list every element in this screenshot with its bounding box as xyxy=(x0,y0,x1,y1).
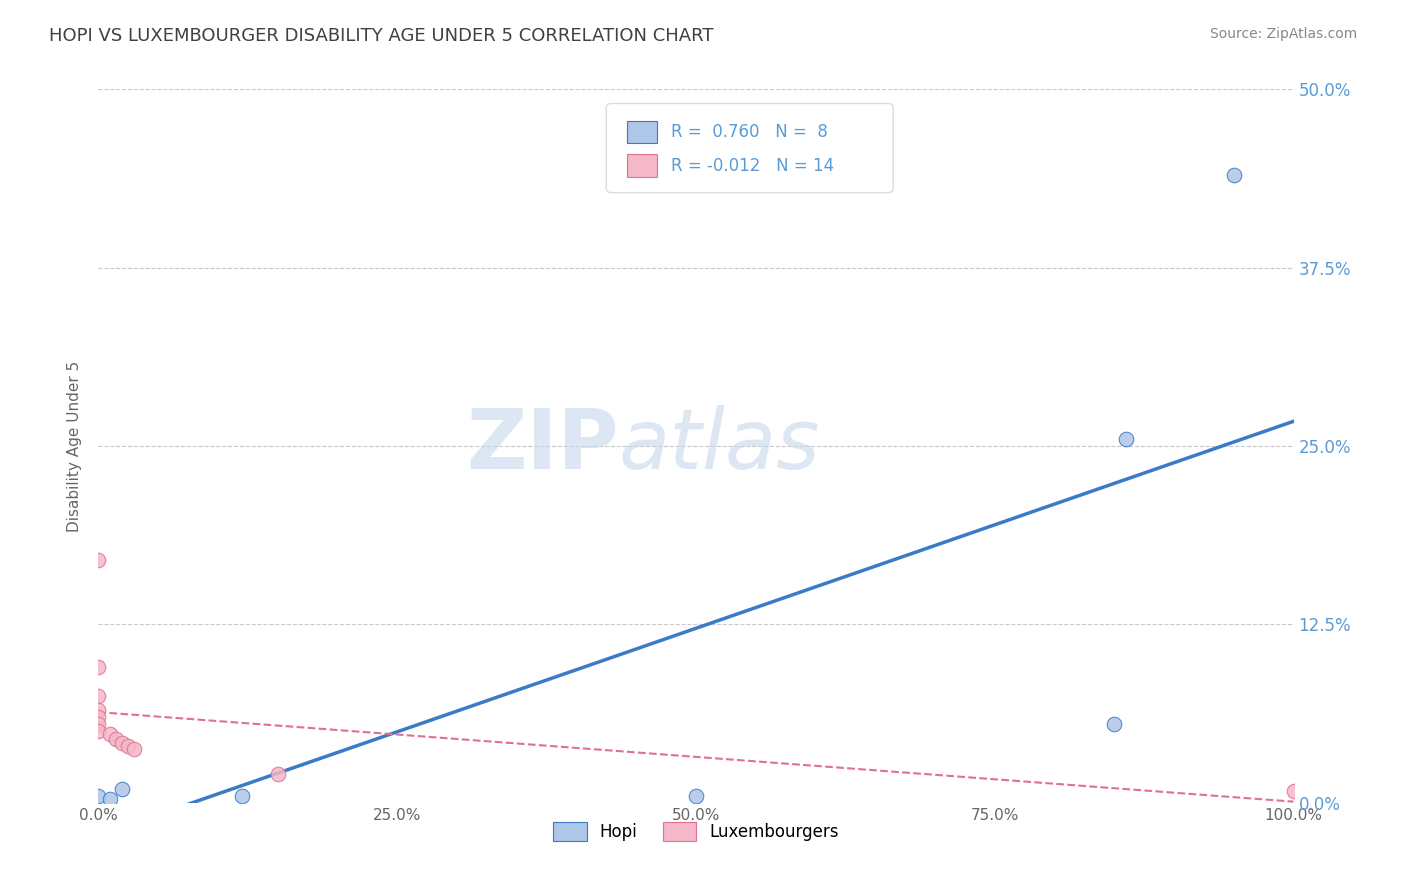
Point xyxy=(87,724,110,739)
Legend: Hopi, Luxembourgers: Hopi, Luxembourgers xyxy=(547,815,845,848)
FancyBboxPatch shape xyxy=(627,154,657,177)
Point xyxy=(98,791,122,805)
Point xyxy=(87,710,110,724)
Point xyxy=(111,736,134,750)
Point xyxy=(1104,717,1126,731)
Point xyxy=(87,660,110,674)
Text: R = -0.012   N = 14: R = -0.012 N = 14 xyxy=(671,157,834,175)
Y-axis label: Disability Age Under 5: Disability Age Under 5 xyxy=(67,360,83,532)
FancyBboxPatch shape xyxy=(606,103,893,193)
Text: atlas: atlas xyxy=(619,406,820,486)
Text: R =  0.760   N =  8: R = 0.760 N = 8 xyxy=(671,123,828,141)
Text: Source: ZipAtlas.com: Source: ZipAtlas.com xyxy=(1209,27,1357,41)
Point xyxy=(1223,168,1246,182)
Text: ZIP: ZIP xyxy=(465,406,619,486)
Text: HOPI VS LUXEMBOURGER DISABILITY AGE UNDER 5 CORRELATION CHART: HOPI VS LUXEMBOURGER DISABILITY AGE UNDE… xyxy=(49,27,714,45)
Point xyxy=(124,741,146,756)
Point xyxy=(1115,432,1137,446)
Point xyxy=(105,731,128,746)
Point xyxy=(98,727,122,741)
Point xyxy=(87,553,110,567)
Point xyxy=(87,703,110,717)
Point xyxy=(267,767,290,781)
Point xyxy=(87,717,110,731)
Point xyxy=(1282,784,1305,798)
FancyBboxPatch shape xyxy=(627,120,657,144)
Point xyxy=(87,789,110,803)
Point xyxy=(87,689,110,703)
Point xyxy=(685,789,707,803)
Point xyxy=(111,781,134,796)
Point xyxy=(231,789,253,803)
Point xyxy=(117,739,139,753)
